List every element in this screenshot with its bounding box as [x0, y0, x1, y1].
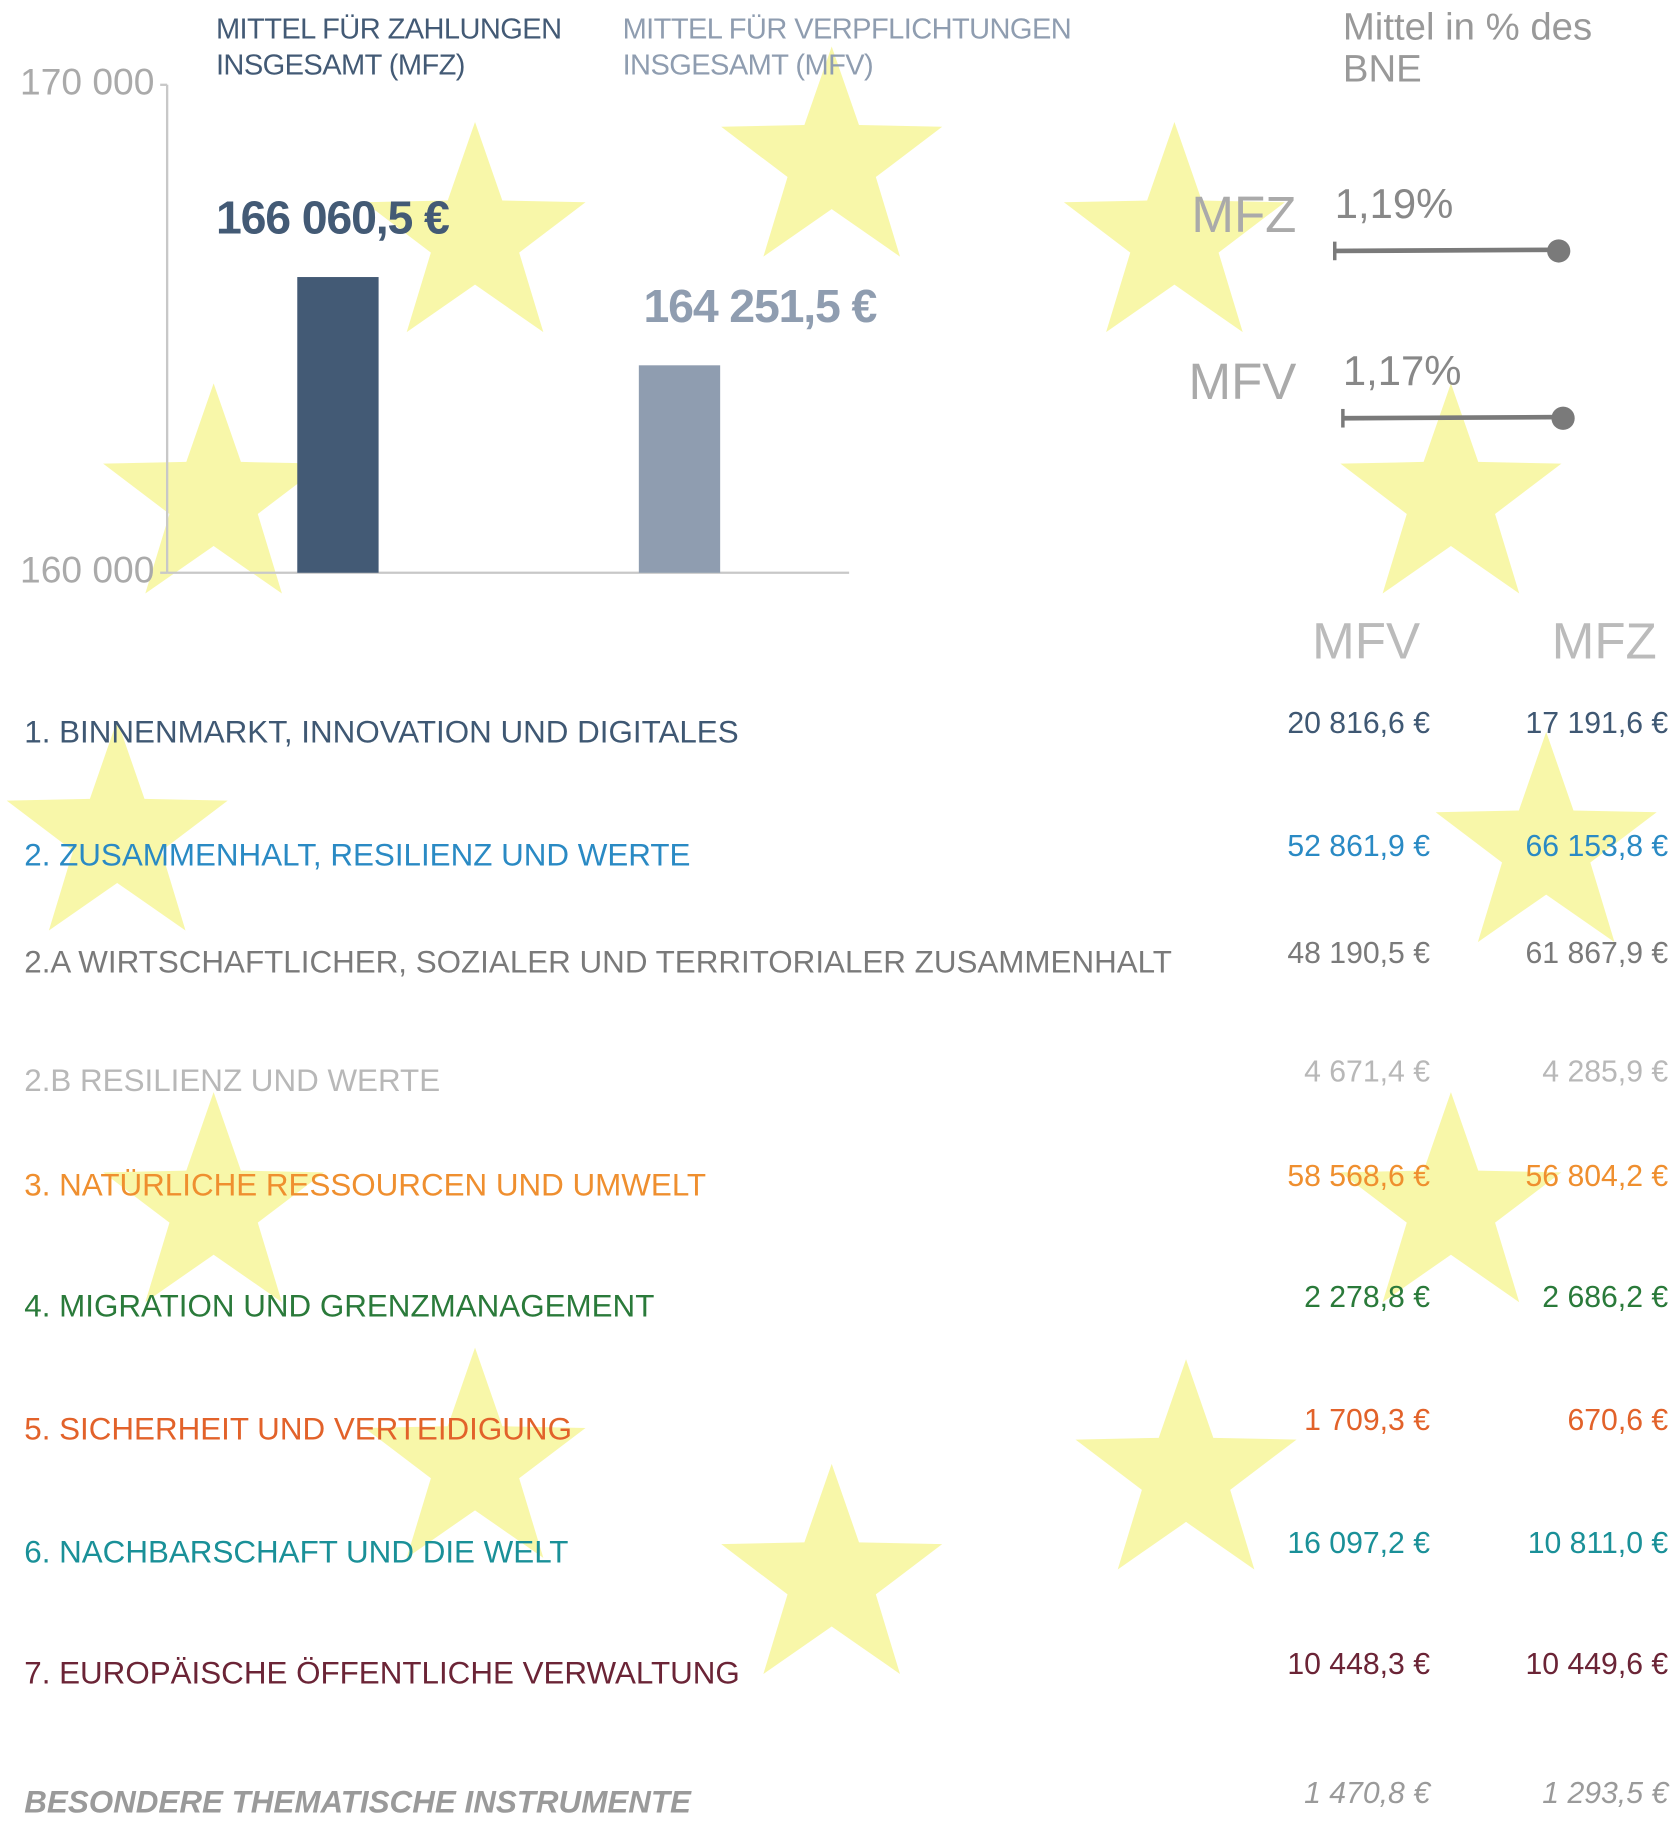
gni-dot: [1547, 239, 1571, 263]
column-header: MFZ: [1552, 612, 1657, 669]
mfz-value: 1 293,5 €: [1542, 1777, 1670, 1810]
mfv-value: 1 470,8 €: [1304, 1777, 1432, 1810]
mfv-value: 52 861,9 €: [1287, 830, 1430, 863]
star: [1435, 731, 1657, 943]
value-label: 166 060,5 €: [216, 192, 450, 244]
bar: [638, 365, 721, 573]
mfv-value: 4 671,4 €: [1304, 1055, 1430, 1088]
mfv-value: 16 097,2 €: [1287, 1527, 1430, 1560]
decoration: [6, 46, 1657, 1675]
bar: [297, 277, 379, 573]
gni-title-box: Mittel in % des BNE: [1342, 5, 1593, 90]
star: [1340, 1092, 1562, 1303]
star: [103, 383, 325, 594]
mfv-value: 48 190,5 €: [1287, 937, 1430, 970]
mfz-value: 66 153,8 €: [1525, 830, 1668, 863]
gni-category: MFV: [1189, 353, 1297, 410]
row-label: 1. BINNENMARKT, INNOVATION UND DIGITALES: [24, 715, 738, 750]
gni-stem: [1334, 247, 1559, 254]
mfv-value: 10 448,3 €: [1287, 1648, 1430, 1681]
star: [6, 720, 228, 931]
column-header: MFV: [1312, 612, 1420, 669]
row-label: 2.B RESILIENZ UND WERTE: [24, 1063, 440, 1098]
row-label: 6. NACHBARSCHAFT UND DIE WELT: [24, 1535, 568, 1570]
category-label-box: MITTEL FÜR VERPFLICHTUNGEN INSGESAMT (MF…: [622, 12, 1072, 82]
mfz-value: 4 285,9 €: [1542, 1055, 1668, 1088]
row-label: 5. SICHERHEIT UND VERTEIDIGUNG: [24, 1412, 572, 1447]
mfv-value: 20 816,6 €: [1287, 707, 1430, 740]
star: [364, 121, 586, 333]
star: [721, 46, 943, 257]
row-label: BESONDERE THEMATISCHE INSTRUMENTE: [24, 1785, 692, 1820]
mfz-value: 670,6 €: [1567, 1404, 1668, 1437]
mfz-value: 2 686,2 €: [1542, 1281, 1668, 1314]
gni-category: MFZ: [1191, 186, 1296, 243]
gni-value-label: 1,17%: [1343, 347, 1462, 394]
row-label: 2. ZUSAMMENHALT, RESILIENZ UND WERTE: [24, 838, 690, 873]
value-label: 164 251,5 €: [643, 280, 877, 332]
category-label: MITTEL FÜR ZAHLUNGEN INSGESAMT (MFZ): [215, 12, 562, 82]
row-label: 7. EUROPÄISCHE ÖFFENTLICHE VERWALTUNG: [24, 1656, 740, 1691]
star: [103, 1092, 325, 1303]
gni-value-label: 1,19%: [1335, 180, 1454, 227]
star: [364, 1347, 586, 1558]
mfz-value: 61 867,9 €: [1525, 937, 1668, 970]
mfz-value: 10 811,0 €: [1528, 1527, 1669, 1560]
gni-title: Mittel in % des BNE: [1342, 5, 1593, 90]
mfv-value: 2 278,8 €: [1304, 1281, 1430, 1314]
star: [721, 1463, 943, 1675]
mfv-value: 58 568,6 €: [1287, 1160, 1430, 1193]
mfz-value: 17 191,6 €: [1525, 707, 1668, 740]
mfz-value: 56 804,2 €: [1525, 1160, 1668, 1193]
row-label: 4. MIGRATION UND GRENZMANAGEMENT: [24, 1288, 654, 1323]
gni-dot: [1551, 406, 1575, 430]
star: [1075, 1359, 1297, 1570]
row-label: 3. NATÜRLICHE RESSOURCEN UND UMWELT: [24, 1168, 706, 1203]
star: [1063, 121, 1285, 333]
y-tick-label: 160 000: [20, 549, 154, 591]
star: [1340, 383, 1562, 594]
category-label: MITTEL FÜR VERPFLICHTUNGEN INSGESAMT (MF…: [622, 12, 1072, 82]
row-label: 2.A WIRTSCHAFTLICHER, SOZIALER UND TERRI…: [24, 945, 1172, 980]
mfv-value: 1 709,3 €: [1304, 1404, 1430, 1437]
y-tick-label: 170 000: [20, 61, 154, 103]
category-label-box: MITTEL FÜR ZAHLUNGEN INSGESAMT (MFZ): [215, 12, 562, 82]
gni-stem: [1342, 414, 1564, 421]
mfz-value: 10 449,6 €: [1525, 1648, 1668, 1681]
